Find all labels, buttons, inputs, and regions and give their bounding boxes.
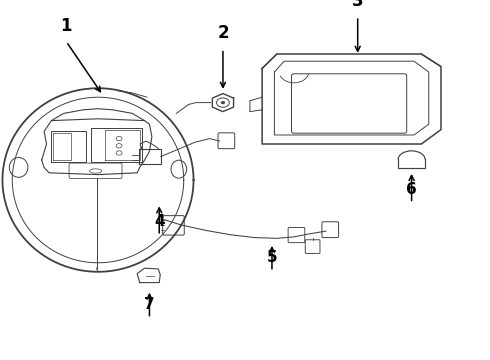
Text: 4: 4 xyxy=(154,214,165,229)
Circle shape xyxy=(221,101,225,104)
Text: 2: 2 xyxy=(217,24,229,42)
Text: 5: 5 xyxy=(267,250,277,265)
Text: 6: 6 xyxy=(406,182,417,197)
Text: 7: 7 xyxy=(144,297,155,312)
Text: 3: 3 xyxy=(352,0,364,10)
Text: 1: 1 xyxy=(60,17,72,35)
